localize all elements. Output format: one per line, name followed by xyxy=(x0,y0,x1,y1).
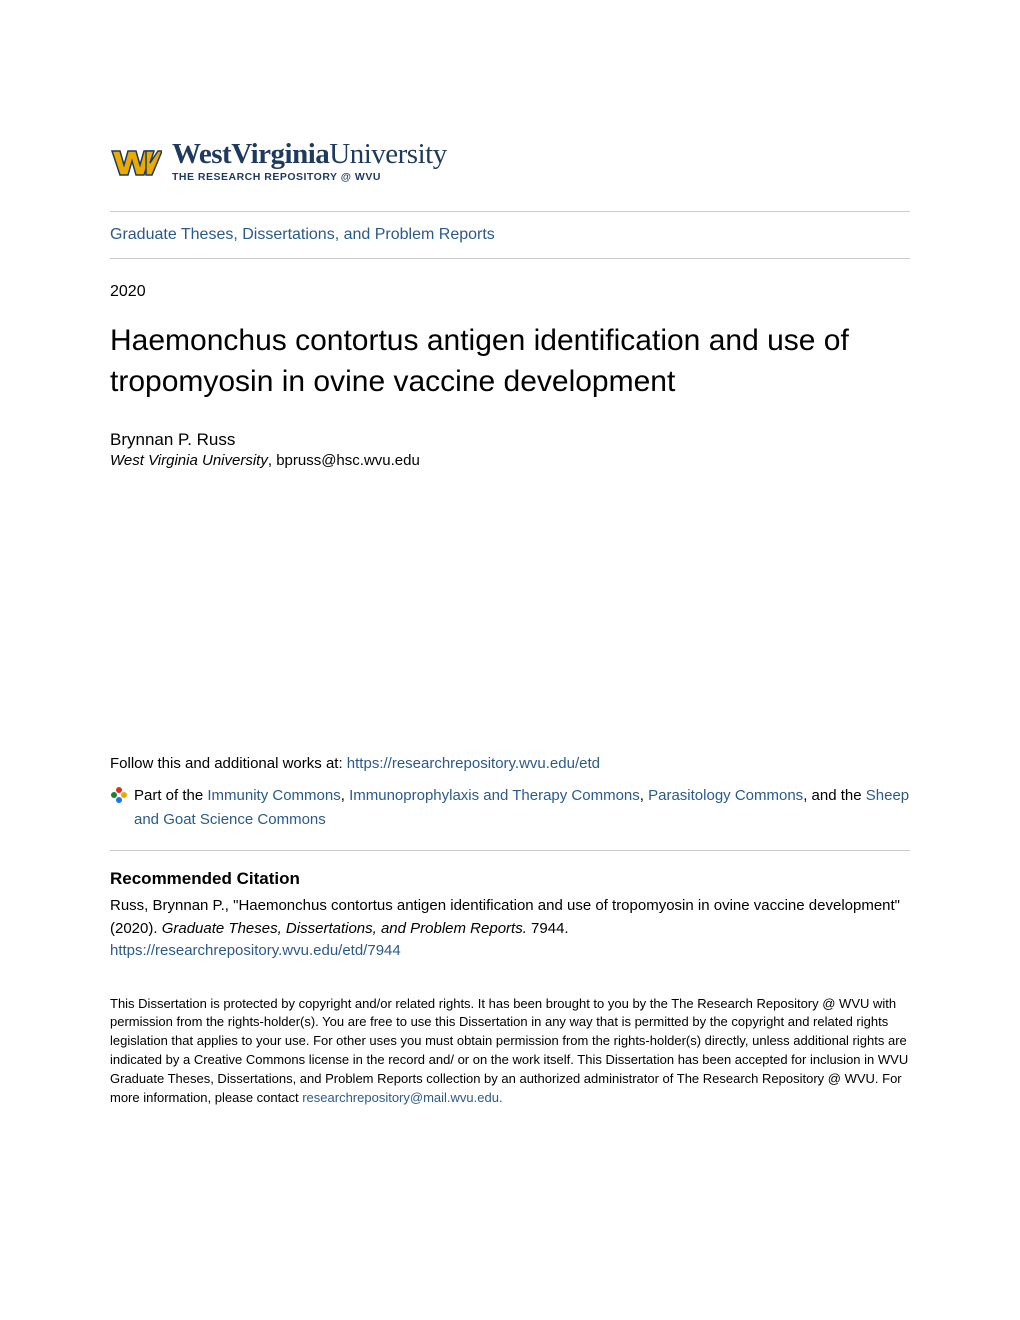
partof-section: Part of the Immunity Commons, Immunoprop… xyxy=(110,784,910,832)
copyright-text: This Dissertation is protected by copyri… xyxy=(110,995,910,1108)
citation-title: "Haemonchus contortus antigen identifica… xyxy=(233,897,900,914)
citation-url-link[interactable]: https://researchrepository.wvu.edu/etd/7… xyxy=(110,942,401,959)
citation-author: Russ, Brynnan P., xyxy=(110,897,233,914)
commons-link-2[interactable]: Parasitology Commons xyxy=(648,787,803,804)
logo-university-name: WestVirginiaUniversity xyxy=(172,140,447,169)
author-name: Brynnan P. Russ xyxy=(110,430,910,450)
author-email: bpruss@hsc.wvu.edu xyxy=(276,452,420,469)
contact-email-link[interactable]: researchrepository@mail.wvu.edu. xyxy=(302,1090,502,1105)
divider-breadcrumb xyxy=(110,258,910,259)
commons-sep-2: , and the xyxy=(803,787,866,804)
logo-tagline: THE RESEARCH REPOSITORY @ WVU xyxy=(172,171,447,183)
wvu-flying-wv-icon xyxy=(110,143,162,181)
document-title: Haemonchus contortus antigen identificat… xyxy=(110,321,910,402)
follow-section: Follow this and additional works at: htt… xyxy=(110,755,910,772)
author-institution: West Virginia University xyxy=(110,452,268,469)
citation-year: (2020). xyxy=(110,920,162,937)
author-affiliation: West Virginia University, bpruss@hsc.wvu… xyxy=(110,452,910,469)
publication-year: 2020 xyxy=(110,283,910,301)
commons-link-0[interactable]: Immunity Commons xyxy=(207,787,340,804)
vertical-spacer xyxy=(110,469,910,755)
commons-sep-0: , xyxy=(341,787,349,804)
page-container: WestVirginiaUniversity THE RESEARCH REPO… xyxy=(0,0,1020,1168)
divider-citation xyxy=(110,850,910,851)
partof-text: Part of the Immunity Commons, Immunoprop… xyxy=(134,784,910,832)
partof-prefix: Part of the xyxy=(134,787,207,804)
commons-link-1[interactable]: Immunoprophylaxis and Therapy Commons xyxy=(349,787,640,804)
follow-link[interactable]: https://researchrepository.wvu.edu/etd xyxy=(347,755,600,772)
citation-text: Russ, Brynnan P., "Haemonchus contortus … xyxy=(110,895,910,963)
citation-series: Graduate Theses, Dissertations, and Prob… xyxy=(162,920,527,937)
network-icon xyxy=(110,786,128,804)
copyright-body: This Dissertation is protected by copyri… xyxy=(110,996,908,1105)
author-separator: , xyxy=(268,452,276,469)
logo-section: WestVirginiaUniversity THE RESEARCH REPO… xyxy=(110,140,910,183)
breadcrumb-section: Graduate Theses, Dissertations, and Prob… xyxy=(110,212,910,258)
commons-sep-1: , xyxy=(640,787,648,804)
citation-number: 7944. xyxy=(527,920,569,937)
logo-light-text: University xyxy=(329,138,446,170)
citation-heading: Recommended Citation xyxy=(110,869,910,889)
follow-prefix: Follow this and additional works at: xyxy=(110,755,347,772)
logo-text-wrap: WestVirginiaUniversity THE RESEARCH REPO… xyxy=(172,140,447,183)
breadcrumb-link[interactable]: Graduate Theses, Dissertations, and Prob… xyxy=(110,226,495,243)
logo-bold-text: WestVirginia xyxy=(172,138,329,170)
